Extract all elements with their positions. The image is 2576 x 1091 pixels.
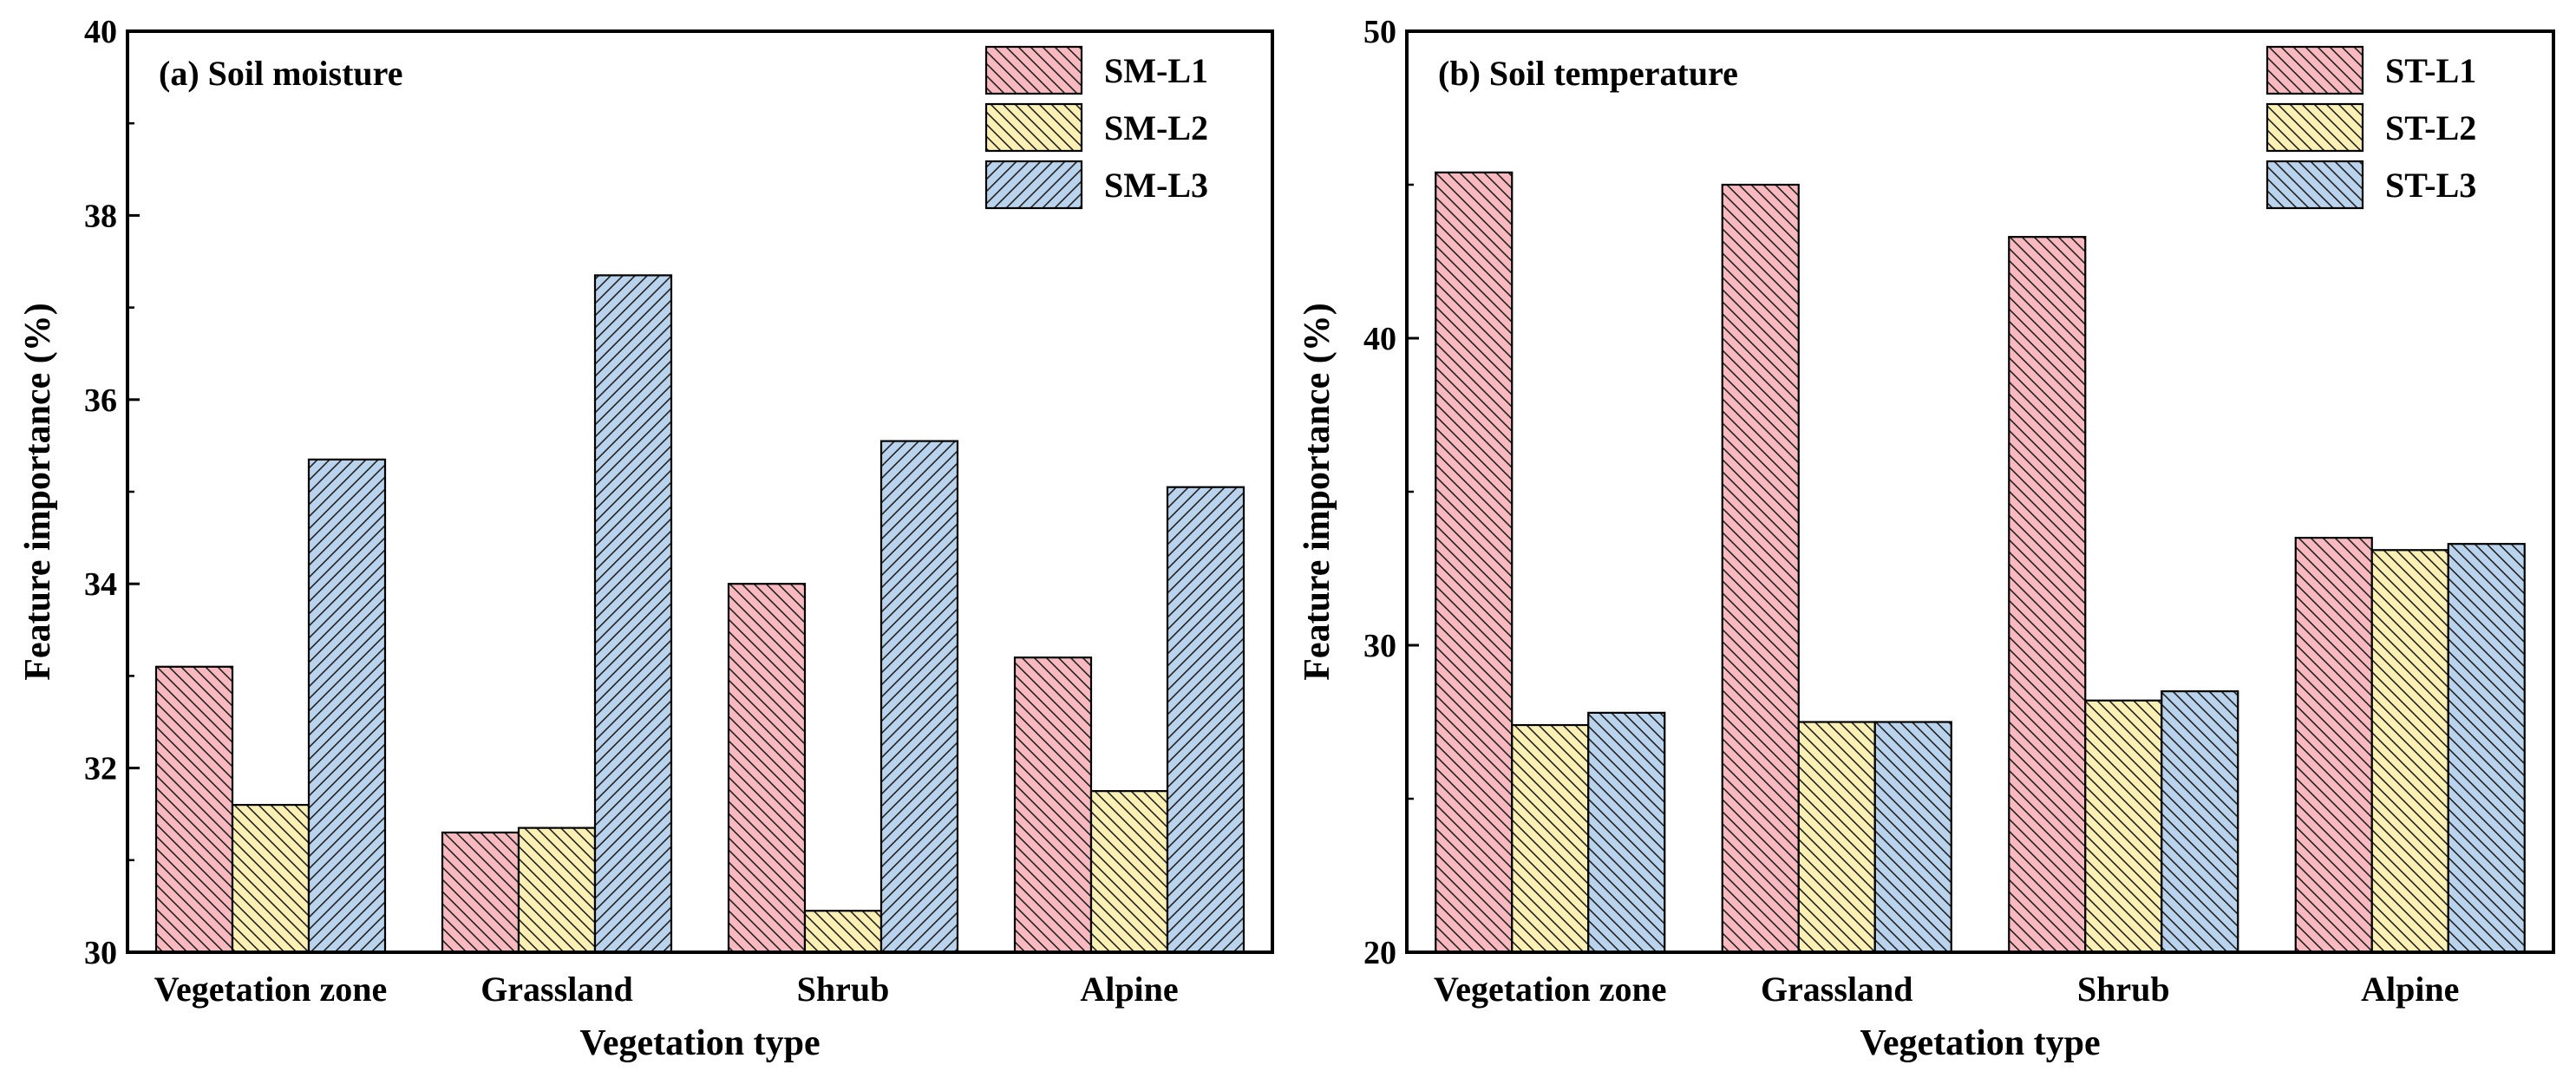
bar-st-l3-grassland-outline [1873,721,1952,954]
legend-label-sm-l2: SM-L2 [1104,108,1208,147]
legend-label-sm-l3: SM-L3 [1104,166,1208,205]
y-tick-label: 40 [1363,321,1396,357]
bar-st-l2-grassland-outline [1797,721,1876,954]
bar-sm-l2-alpine-outline [1089,790,1169,954]
y-tick-label: 32 [84,751,117,787]
x-axis-title: Vegetation type [579,1023,820,1063]
bar-st-l3-vegetation-zone-outline [1587,711,1666,954]
legend-swatch-hatch [2265,45,2364,95]
legend-swatch-hatch [984,45,1083,95]
legend-swatch-hatch [2265,160,2364,210]
bar-st-l2-vegetation-zone-outline [1511,723,1590,954]
bar-sm-l1-shrub-outline [727,583,807,954]
plot-frame [126,29,1274,954]
y-tick-label: 30 [1363,628,1396,664]
legend-label-sm-l1: SM-L1 [1104,51,1208,90]
bar-st-l1-grassland-outline [1721,183,1800,954]
x-tick-label-grassland: Grassland [481,970,633,1009]
bar-sm-l1-vegetation-zone-outline [154,665,234,954]
y-axis-title: Feature importance (%) [18,303,58,680]
bar-sm-l2-grassland-outline [517,826,597,954]
legend-swatch-hatch [2265,102,2364,153]
legend-label-st-l1: ST-L1 [2385,51,2476,90]
x-tick-label-grassland: Grassland [1761,970,1913,1009]
x-tick-label-alpine: Alpine [1080,970,1178,1009]
y-tick-label: 20 [1363,935,1396,971]
y-tick-label: 36 [84,382,117,419]
bar-st-l1-alpine-outline [2294,536,2373,954]
bar-sm-l3-vegetation-zone-outline [307,458,387,954]
panel-title: (a) Soil moisture [159,54,402,93]
panel-title: (b) Soil temperature [1438,54,1738,93]
x-tick-label-alpine: Alpine [2361,970,2459,1009]
bar-sm-l1-grassland-outline [441,831,520,954]
bar-sm-l2-shrub-outline [803,910,883,954]
bar-st-l1-vegetation-zone-outline [1435,171,1514,954]
bar-sm-l1-alpine-outline [1013,657,1093,954]
bar-st-l1-shrub-outline [2008,236,2087,954]
plot-frame [1405,29,2555,954]
bar-sm-l3-shrub-outline [879,440,959,954]
legend: ST-L1 ST-L2 ST-L3 [2265,45,2476,210]
panel-soil-temperature: 20 30 40 50 (b) Soil temperature Vegetation… [1298,14,2555,1063]
legend: SM-L1 SM-L2 SM-L3 [984,45,1208,210]
y-tick-label: 34 [84,566,117,603]
legend-label-st-l3: ST-L3 [2385,166,2476,205]
x-tick-label-vegetation-zone: Vegetation zone [1434,970,1666,1009]
panel-soil-moisture: 30 32 34 36 38 40 (a) Soil moisture Vegetatio… [18,14,1274,1063]
bar-sm-l2-vegetation-zone-outline [231,803,311,954]
bar-st-l3-shrub-outline [2161,689,2239,954]
x-tick-label-shrub: Shrub [2077,970,2170,1009]
bar-st-l2-shrub-outline [2084,699,2163,954]
x-tick-label-shrub: Shrub [797,970,890,1009]
bar-sm-l3-alpine-outline [1166,486,1246,954]
bar-st-l2-alpine-outline [2370,549,2449,954]
y-tick-label: 30 [84,935,117,971]
bar-sm-l3-grassland-outline [593,274,673,954]
legend-swatch-hatch [984,102,1083,153]
legend-label-st-l2: ST-L2 [2385,108,2476,147]
y-axis-title: Feature importance (%) [1298,303,1337,680]
bar-st-l3-alpine-outline [2447,543,2526,954]
y-tick-label: 50 [1363,14,1396,50]
x-tick-label-vegetation-zone: Vegetation zone [154,970,387,1009]
x-axis-title: Vegetation type [1860,1023,2100,1063]
y-tick-label: 40 [84,14,117,50]
legend-swatch-hatch [984,160,1083,210]
y-tick-label: 38 [84,198,117,234]
